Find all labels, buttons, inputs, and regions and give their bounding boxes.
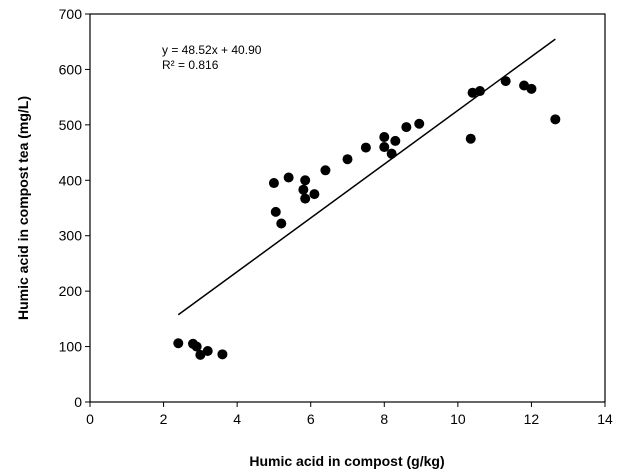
data-point xyxy=(386,148,397,159)
data-point xyxy=(217,349,228,360)
y-tick-label: 700 xyxy=(59,6,83,22)
data-point xyxy=(465,133,476,144)
data-point xyxy=(270,206,281,217)
x-tick-label: 12 xyxy=(524,411,540,427)
x-tick-label: 8 xyxy=(380,411,388,427)
x-tick-label: 14 xyxy=(597,411,613,427)
data-point xyxy=(360,142,371,153)
plot-frame xyxy=(89,13,606,403)
y-axis: 0 100 200 300 400 500 600 700 xyxy=(59,6,90,410)
x-tick-label: 10 xyxy=(450,411,466,427)
x-tick-label: 4 xyxy=(233,411,241,427)
y-tick-label: 400 xyxy=(59,172,83,188)
x-tick-label: 0 xyxy=(86,411,94,427)
y-tick-label: 600 xyxy=(59,61,83,77)
data-point xyxy=(173,338,184,349)
y-tick-label: 500 xyxy=(59,117,83,133)
data-point xyxy=(342,154,353,165)
data-point xyxy=(379,132,390,143)
data-point xyxy=(298,184,309,195)
y-tick-label: 300 xyxy=(59,228,83,244)
x-axis-title: Humic acid in compost (g/kg) xyxy=(249,453,444,469)
y-tick-label: 100 xyxy=(59,339,83,355)
data-point xyxy=(320,165,331,176)
data-point xyxy=(500,76,511,87)
data-point xyxy=(474,86,485,97)
regression-line xyxy=(177,38,556,316)
data-point xyxy=(414,118,425,129)
data-point xyxy=(379,142,390,153)
data-point xyxy=(300,193,311,204)
equation-annotation: y = 48.52x + 40.90 xyxy=(162,43,262,57)
data-point xyxy=(195,349,206,360)
data-point xyxy=(526,83,537,94)
data-point xyxy=(276,218,287,229)
x-tick-label: 2 xyxy=(160,411,168,427)
x-axis: 0 2 4 6 8 10 12 14 xyxy=(86,402,613,427)
data-point xyxy=(268,178,279,189)
data-point xyxy=(390,135,401,146)
data-point xyxy=(283,172,294,183)
data-point xyxy=(401,122,412,133)
data-point xyxy=(550,114,561,125)
data-points xyxy=(173,76,561,360)
data-point xyxy=(300,175,311,186)
y-tick-label: 200 xyxy=(59,283,83,299)
r-squared-annotation: R² = 0.816 xyxy=(162,58,219,72)
data-point xyxy=(191,341,202,352)
y-tick-label: 0 xyxy=(74,394,82,410)
x-tick-label: 6 xyxy=(307,411,315,427)
data-point xyxy=(202,346,213,357)
data-point xyxy=(309,189,320,200)
y-axis-title: Humic acid in compost tea (mg/L) xyxy=(15,96,31,320)
